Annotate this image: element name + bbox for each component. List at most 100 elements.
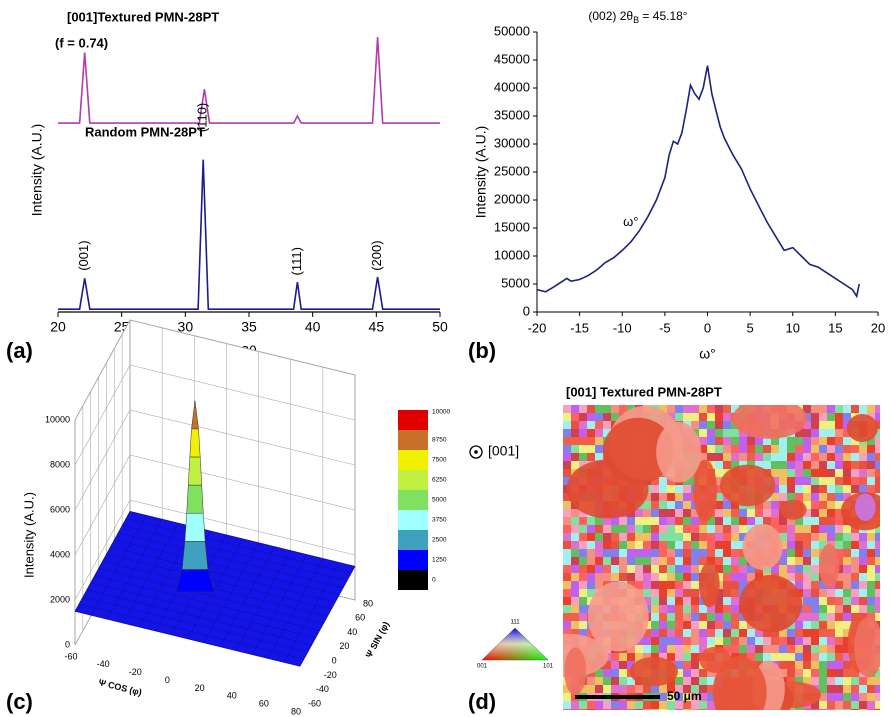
- grain: [659, 621, 668, 630]
- z-axis-title: Intensity (A.U.): [21, 492, 36, 578]
- grain: [795, 565, 804, 574]
- grain: [779, 653, 788, 662]
- grain: [675, 685, 684, 694]
- grain: [795, 621, 804, 630]
- grain: [739, 509, 748, 518]
- grain: [643, 573, 652, 582]
- grain: [643, 597, 652, 606]
- grain: [675, 549, 684, 558]
- grain: [611, 677, 620, 686]
- grain: [827, 709, 836, 710]
- grain: [875, 565, 880, 574]
- x-tick-label: 30: [178, 319, 194, 335]
- grain: [843, 581, 852, 590]
- x-tick-label: -20: [528, 320, 547, 335]
- large-grain: [732, 405, 808, 439]
- grain: [619, 669, 628, 678]
- grain: [875, 525, 880, 534]
- z-tick-label: 2000: [50, 594, 70, 604]
- grain: [747, 637, 756, 646]
- grain: [787, 677, 796, 686]
- grain: [875, 605, 880, 614]
- grain: [803, 557, 812, 566]
- grain: [763, 653, 772, 662]
- grain: [643, 637, 652, 646]
- grain: [683, 685, 692, 694]
- grain: [579, 429, 588, 438]
- grain: [683, 549, 692, 558]
- y-tick-label: 60: [355, 613, 365, 623]
- grain: [723, 445, 732, 454]
- grain: [803, 629, 812, 638]
- grain: [699, 453, 708, 462]
- grain: [843, 589, 852, 598]
- direction-symbol-dot: [474, 450, 478, 454]
- grain: [715, 565, 724, 574]
- grain: [819, 645, 828, 654]
- grain: [707, 533, 716, 542]
- grain: [843, 685, 852, 694]
- surface-mesh: [114, 539, 340, 595]
- grain: [579, 581, 588, 590]
- grain: [787, 477, 796, 486]
- grain: [819, 445, 828, 454]
- grain: [843, 629, 852, 638]
- grain: [875, 405, 880, 414]
- grain: [739, 549, 748, 558]
- grain: [771, 565, 780, 574]
- grain: [843, 605, 852, 614]
- grain: [563, 573, 572, 582]
- grain: [651, 485, 660, 494]
- grain: [603, 557, 612, 566]
- grain: [803, 669, 812, 678]
- grain: [595, 413, 604, 422]
- grain: [835, 613, 844, 622]
- large-grain: [602, 417, 674, 484]
- grain: [579, 621, 588, 630]
- grain: [795, 581, 804, 590]
- grain: [659, 589, 668, 598]
- grain: [691, 685, 700, 694]
- grain: [651, 493, 660, 502]
- grain: [859, 677, 868, 686]
- grain: [707, 541, 716, 550]
- grain: [859, 541, 868, 550]
- grain: [675, 701, 684, 710]
- grain: [795, 525, 804, 534]
- grain: [715, 501, 724, 510]
- grain: [675, 645, 684, 654]
- z-tick-label: 4000: [50, 549, 70, 559]
- grain: [691, 405, 700, 414]
- grain: [675, 413, 684, 422]
- grain: [627, 525, 636, 534]
- grain: [811, 453, 820, 462]
- grain: [851, 557, 860, 566]
- grain: [603, 421, 612, 430]
- grain: [795, 477, 804, 486]
- grain: [723, 709, 732, 710]
- grain: [835, 445, 844, 454]
- chart-title: (002) 2θB = 45.18°: [588, 9, 687, 25]
- grain: [683, 565, 692, 574]
- grain: [667, 701, 676, 710]
- grain: [827, 661, 836, 670]
- grain: [795, 637, 804, 646]
- grain: [851, 525, 860, 534]
- grain: [587, 437, 596, 446]
- grain: [803, 613, 812, 622]
- grain: [707, 669, 716, 678]
- grain: [563, 461, 572, 470]
- grain: [603, 669, 612, 678]
- grain: [691, 645, 700, 654]
- grain: [675, 597, 684, 606]
- surface-mesh: [283, 562, 340, 663]
- grain: [579, 557, 588, 566]
- grain: [699, 445, 708, 454]
- grain: [635, 645, 644, 654]
- grain: [563, 549, 572, 558]
- grain: [859, 485, 868, 494]
- grain: [803, 437, 812, 446]
- grain: [723, 645, 732, 654]
- grain: [659, 477, 668, 486]
